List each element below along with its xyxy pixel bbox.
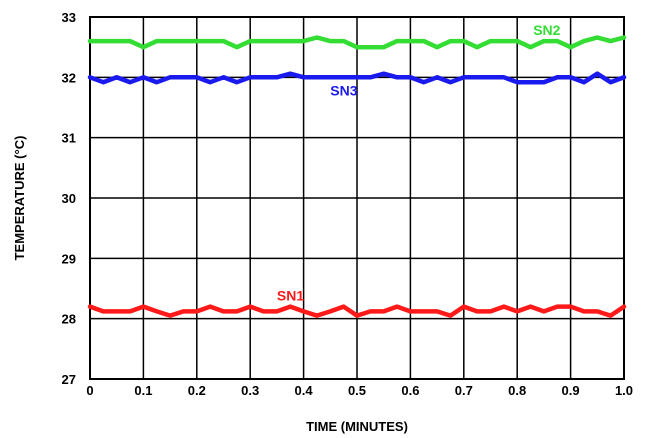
y-tick-label: 27 [62,372,76,387]
y-tick-label: 31 [62,131,76,146]
x-tick-label: 0.7 [455,383,473,398]
series-label-sn1: SN1 [277,288,304,304]
y-tick-labels: 27 28 29 30 31 32 33 [62,10,76,387]
x-tick-label: 0.4 [295,383,314,398]
y-tick-label: 28 [62,312,76,327]
x-tick-label: 0.8 [508,383,526,398]
y-tick-label: 29 [62,251,76,266]
x-tick-label: 0.3 [241,383,259,398]
x-tick-label: 0.9 [562,383,580,398]
series-line-sn1 [87,304,627,318]
plot-frame [89,16,625,380]
x-tick-label: 0.2 [188,383,206,398]
series-label-sn3: SN3 [330,82,357,98]
y-axis-title: TEMPERATURE (°C) [12,136,27,261]
x-tick-labels: 0 0.1 0.2 0.3 0.4 0.5 0.6 0.7 0.8 0.9 1.0 [86,383,633,398]
series-line-sn3 [87,71,627,85]
grid-lines [89,16,625,380]
series-labels: SN1 SN2 SN3 [277,22,561,303]
series-lines [87,35,627,318]
y-tick-label: 30 [62,191,76,206]
y-tick-label: 32 [62,70,76,85]
x-tick-label: 0.1 [134,383,152,398]
x-tick-label: 1.0 [615,383,633,398]
x-axis-title: TIME (MINUTES) [306,419,408,434]
series-line-sn2 [87,35,627,50]
x-tick-label: 0.6 [401,383,419,398]
y-tick-label: 33 [62,10,76,25]
x-tick-label: 0 [86,383,93,398]
series-label-sn2: SN2 [533,22,560,38]
x-tick-label: 0.5 [348,383,366,398]
